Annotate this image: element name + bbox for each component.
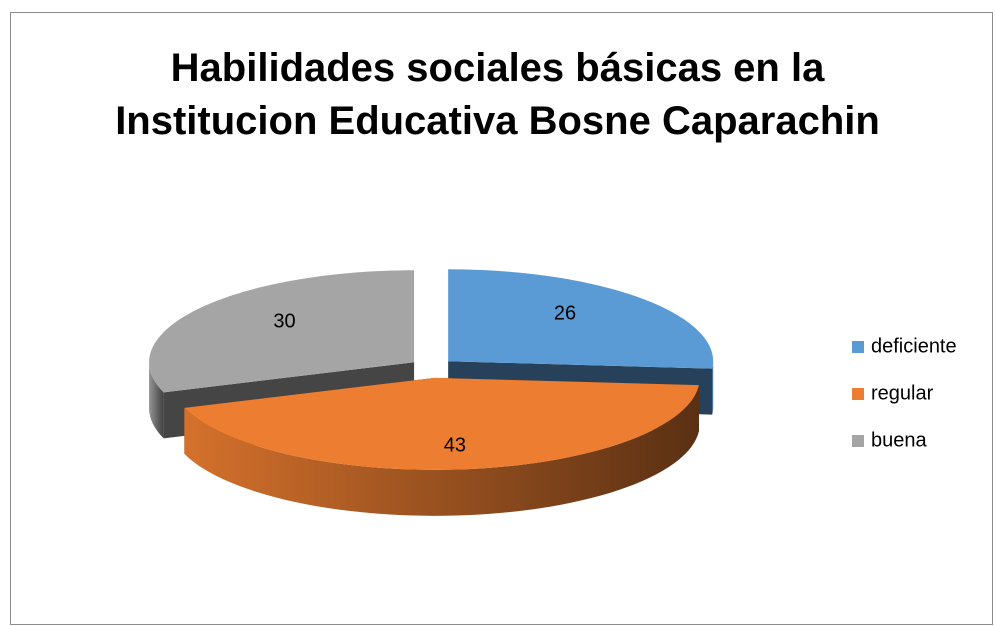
legend-label: buena: [871, 429, 927, 451]
slice: [184, 377, 699, 516]
data-label: 43: [444, 435, 466, 457]
legend-marker: [852, 388, 864, 400]
slice-wall: [712, 361, 714, 415]
chart-title: Habilidades sociales básicas en la Insti…: [115, 46, 880, 143]
slice-top: [184, 377, 699, 470]
data-label: 30: [273, 311, 295, 333]
legend-marker: [852, 341, 864, 353]
slice-wall: [184, 385, 699, 516]
data-label: 26: [554, 303, 576, 325]
slice-top: [448, 269, 714, 369]
slice-top: [149, 270, 415, 393]
slice-wall: [149, 362, 164, 439]
legend-label: deficiente: [871, 335, 957, 357]
legend-label: regular: [871, 382, 934, 404]
legend-marker: [852, 435, 864, 447]
